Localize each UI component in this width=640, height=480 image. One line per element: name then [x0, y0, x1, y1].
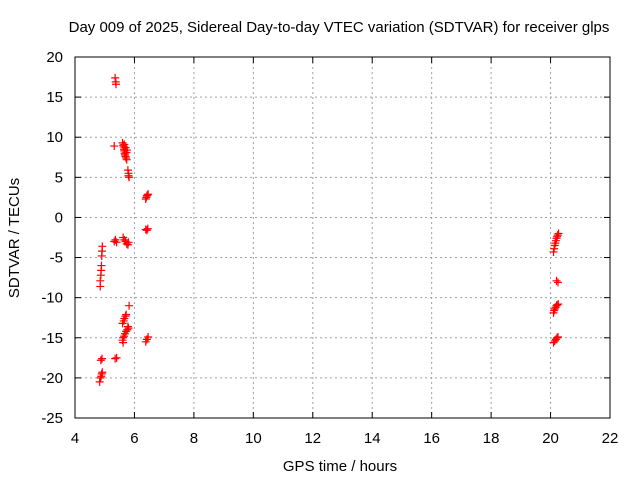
data-point [112, 80, 121, 89]
data-point [98, 354, 107, 363]
y-tick-label: 0 [55, 209, 63, 226]
grid-lines [75, 57, 610, 418]
data-point [95, 377, 104, 386]
data-point [552, 276, 561, 285]
data-point [122, 155, 131, 164]
data-point [144, 332, 153, 341]
data-point [122, 148, 131, 157]
x-tick-label: 10 [245, 430, 262, 447]
data-point [98, 242, 107, 251]
y-tick-label: 20 [46, 49, 63, 66]
y-tick-label: -25 [41, 410, 63, 427]
data-point [125, 301, 134, 310]
x-tick-label: 16 [423, 430, 440, 447]
data-point [554, 300, 563, 309]
data-point [125, 173, 134, 182]
x-tick-label: 12 [304, 430, 321, 447]
data-point [553, 300, 562, 309]
data-point [111, 354, 120, 363]
data-point [553, 332, 562, 341]
y-tick-labels: 20 15 10 5 0 -5 -10 -15 -20 -25 [41, 49, 63, 427]
data-point [119, 338, 128, 347]
x-tick-label: 18 [483, 430, 500, 447]
y-tick-label: -15 [41, 330, 63, 347]
x-tick-label: 22 [602, 430, 619, 447]
data-points [95, 73, 563, 386]
y-tick-label: -10 [41, 290, 63, 307]
data-point [110, 142, 119, 151]
data-point [554, 229, 563, 238]
data-point [142, 226, 151, 235]
data-point [122, 310, 131, 319]
x-tick-label: 6 [130, 430, 138, 447]
data-point [98, 368, 107, 377]
y-tick-label: -5 [50, 250, 63, 267]
data-point [123, 322, 132, 331]
data-point [553, 333, 562, 342]
x-tick-label: 4 [71, 430, 79, 447]
data-point [144, 190, 153, 199]
data-point [112, 353, 121, 362]
x-tick-label: 20 [542, 430, 559, 447]
data-point [120, 235, 129, 244]
data-point [143, 224, 152, 233]
data-point [112, 238, 121, 247]
data-point [553, 231, 562, 240]
axis-ticks [74, 56, 611, 419]
x-axis-label: GPS time / hours [283, 458, 397, 475]
data-point [141, 225, 150, 234]
x-tick-label: 14 [364, 430, 381, 447]
y-tick-label: 10 [46, 129, 63, 146]
x-tick-labels: 4 6 8 10 12 14 16 18 20 22 [71, 430, 619, 447]
data-point [553, 278, 562, 287]
plot-frame [74, 56, 611, 419]
y-tick-label: 15 [46, 89, 63, 106]
chart-title: Day 009 of 2025, Sidereal Day-to-day VTE… [69, 19, 610, 36]
data-point [97, 261, 106, 270]
y-tick-label: -20 [41, 370, 63, 387]
data-point [122, 239, 131, 248]
data-point [124, 238, 133, 247]
y-axis-label: SDTVAR / TECUs [6, 178, 23, 298]
y-tick-label: 5 [55, 169, 63, 186]
x-tick-label: 8 [190, 430, 198, 447]
data-point [96, 356, 105, 365]
